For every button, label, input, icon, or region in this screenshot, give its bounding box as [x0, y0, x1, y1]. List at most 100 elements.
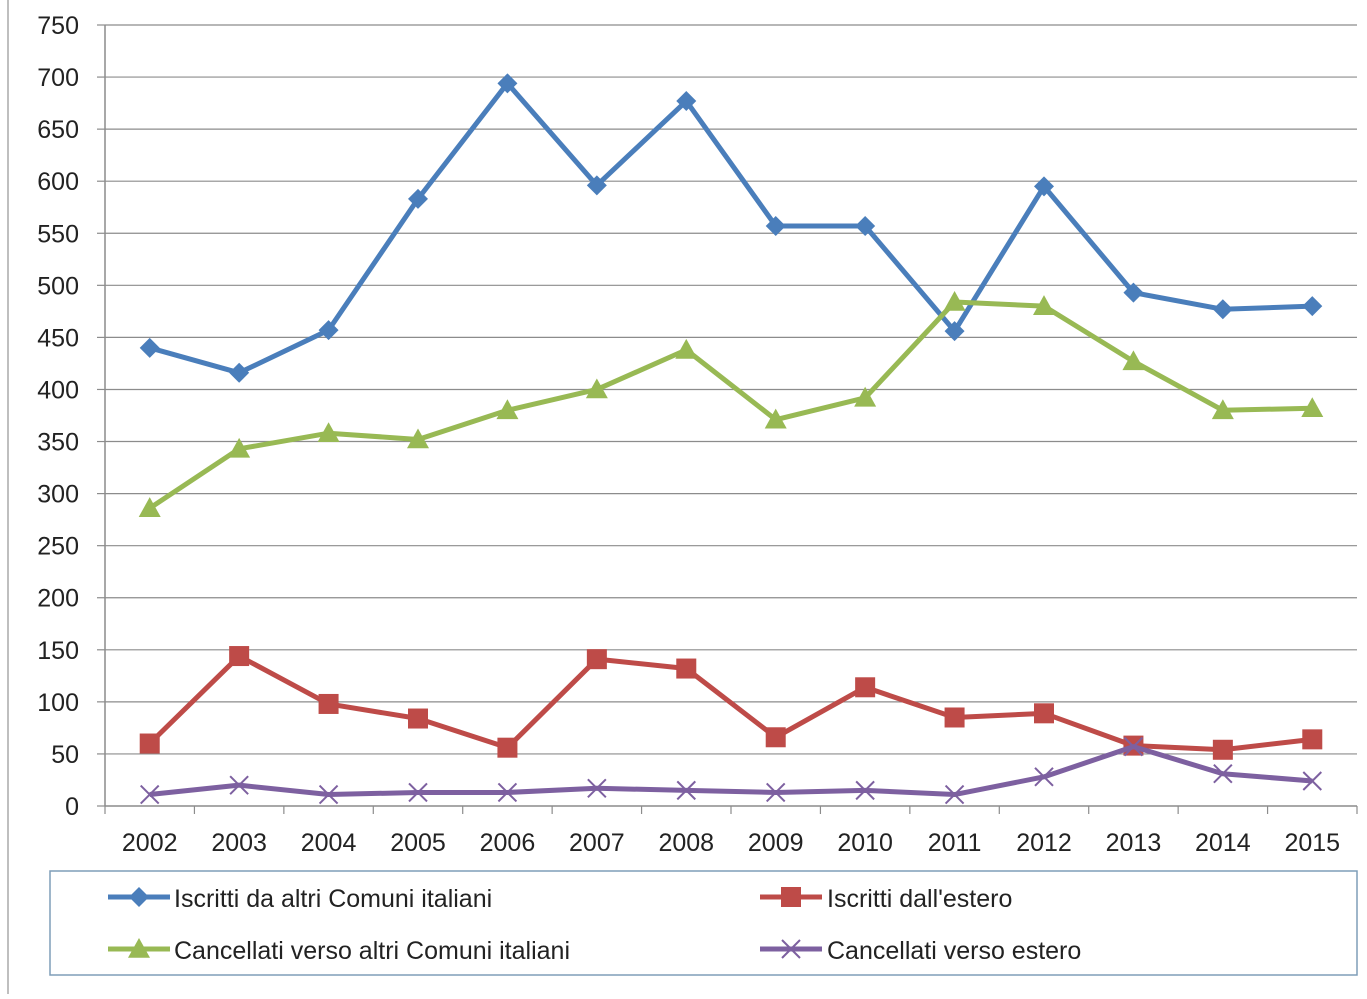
legend-item-0: Iscritti da altri Comuni italiani — [108, 885, 492, 913]
data-point — [139, 337, 160, 358]
data-point — [764, 408, 787, 429]
data-point — [1213, 764, 1233, 784]
data-point — [1034, 176, 1054, 197]
data-point — [408, 708, 428, 729]
gridlines — [105, 24, 1357, 755]
series-2 — [138, 290, 1324, 517]
marker-stroke — [587, 778, 607, 799]
legend-item-3: Cancellati verso estero — [760, 937, 1081, 965]
data-point — [229, 775, 249, 795]
x-tick-label: 2005 — [390, 829, 446, 857]
x-tick-label: 2014 — [1195, 829, 1251, 857]
marker-stroke — [855, 780, 875, 801]
legend-label: Cancellati verso estero — [827, 937, 1081, 965]
x-tick-label: 2003 — [211, 829, 267, 857]
data-point — [1034, 703, 1054, 724]
data-point — [1212, 739, 1233, 760]
data-point — [138, 497, 161, 517]
data-point — [229, 646, 250, 667]
y-tick-label: 750 — [37, 12, 79, 40]
data-point — [1302, 771, 1322, 791]
marker-stroke — [766, 782, 786, 803]
legend-symbol — [760, 939, 822, 959]
y-tick-label: 50 — [51, 741, 79, 769]
x-tick-label: 2004 — [301, 829, 357, 857]
legend-item-2: Cancellati verso altri Comuni italiani — [108, 937, 570, 965]
data-point — [1302, 729, 1323, 750]
data-point — [140, 784, 160, 805]
data-point — [854, 386, 877, 407]
data-point — [497, 737, 518, 758]
y-tick-label: 300 — [37, 481, 79, 509]
data-point — [855, 215, 876, 236]
legend-marker — [781, 939, 801, 959]
data-point — [944, 784, 965, 805]
x-tick-label: 2007 — [569, 829, 625, 857]
marker-stroke — [781, 939, 801, 959]
legend-symbol — [108, 938, 170, 958]
y-tick-label: 550 — [37, 220, 79, 248]
marker-stroke — [676, 780, 696, 801]
x-tick-label: 2008 — [658, 829, 714, 857]
axes — [104, 25, 1357, 807]
data-point — [944, 321, 965, 342]
series-line — [148, 299, 1313, 511]
data-point — [496, 399, 519, 420]
data-point — [765, 727, 786, 748]
series-1 — [139, 646, 1323, 760]
data-point — [318, 320, 339, 341]
y-tick-label: 150 — [37, 637, 79, 665]
data-point — [586, 649, 607, 670]
x-axis-ticks: 2002 2003 2004 2005 2006 2007 2008 2009 2010 2011… — [104, 806, 1358, 857]
data-point — [1212, 299, 1233, 320]
y-axis-ticks: 0 50 100 150 200 250 300 350 400 450 500 550 600 650 7… — [37, 12, 105, 821]
data-point — [1301, 397, 1324, 418]
x-tick-label: 2002 — [122, 829, 178, 857]
marker-stroke — [1302, 771, 1322, 791]
legend-item-1: Iscritti dall'estero — [760, 885, 1012, 913]
data-point — [1033, 295, 1055, 315]
legend-symbol — [760, 887, 822, 907]
series-line — [147, 653, 1313, 753]
legend-marker — [128, 938, 150, 958]
legend-label: Iscritti dall'estero — [827, 885, 1012, 913]
x-tick-label: 2012 — [1016, 829, 1072, 857]
y-tick-label: 600 — [37, 168, 79, 196]
legend-marker — [781, 887, 801, 907]
data-point — [1123, 282, 1144, 303]
data-point — [765, 215, 786, 236]
data-point — [408, 188, 428, 209]
y-tick-label: 0 — [65, 793, 79, 821]
marker-stroke — [318, 784, 339, 805]
data-point — [228, 437, 251, 458]
data-point — [497, 782, 518, 803]
data-point — [408, 782, 428, 803]
series-3 — [140, 736, 1322, 805]
data-point — [587, 778, 607, 799]
marker-stroke — [944, 784, 965, 805]
data-point — [407, 428, 429, 449]
x-tick-label: 2011 — [928, 829, 982, 857]
series-0 — [139, 73, 1323, 383]
marker-stroke — [229, 775, 249, 795]
y-tick-label: 200 — [37, 585, 79, 613]
x-tick-label: 2009 — [748, 829, 804, 857]
data-point — [1034, 767, 1054, 787]
y-tick-label: 450 — [37, 324, 79, 352]
marker-stroke — [1034, 767, 1054, 787]
data-point — [1122, 350, 1145, 371]
y-tick-label: 100 — [37, 689, 79, 717]
data-point — [1123, 736, 1144, 757]
data-point — [855, 677, 876, 698]
data-point — [1211, 399, 1234, 420]
x-tick-label: 2006 — [480, 829, 536, 857]
x-tick-label: 2013 — [1106, 829, 1162, 857]
y-tick-label: 350 — [37, 429, 79, 457]
data-point — [229, 362, 250, 383]
data-point — [766, 782, 786, 803]
x-tick-label: 2010 — [837, 829, 893, 857]
series-line — [149, 80, 1313, 376]
marker-stroke — [497, 782, 518, 803]
data-point — [497, 73, 518, 94]
data-point — [676, 91, 697, 112]
